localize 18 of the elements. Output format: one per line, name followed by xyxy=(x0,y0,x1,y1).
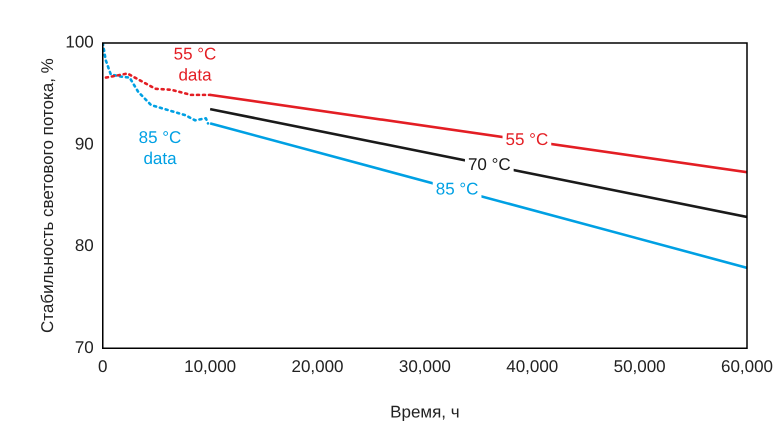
series-label: 55 °C data xyxy=(174,44,216,84)
x-tick-label: 30,000 xyxy=(398,357,451,376)
y-tick-label: 100 xyxy=(65,32,94,52)
x-tick-label: 60,000 xyxy=(721,357,773,376)
series-label: 85 °C data xyxy=(138,128,182,168)
x-axis-title: Время, ч xyxy=(390,402,460,422)
x-tick-label: 50,000 xyxy=(614,357,666,376)
series-label: 55 °C xyxy=(506,130,548,150)
x-tick-label: 10,000 xyxy=(184,357,236,376)
y-tick-label: 70 xyxy=(74,338,94,357)
series-label: 70 °C xyxy=(468,154,511,174)
series-label: 85 °C xyxy=(436,180,478,199)
y-axis-title: Стабильность светового потока, % xyxy=(38,58,57,333)
x-tick-label: 0 xyxy=(98,357,108,376)
x-tick-label: 20,000 xyxy=(292,357,344,376)
x-tick-label: 40,000 xyxy=(506,357,558,376)
y-tick-label: 80 xyxy=(74,236,94,256)
y-tick-label: 90 xyxy=(74,134,94,154)
